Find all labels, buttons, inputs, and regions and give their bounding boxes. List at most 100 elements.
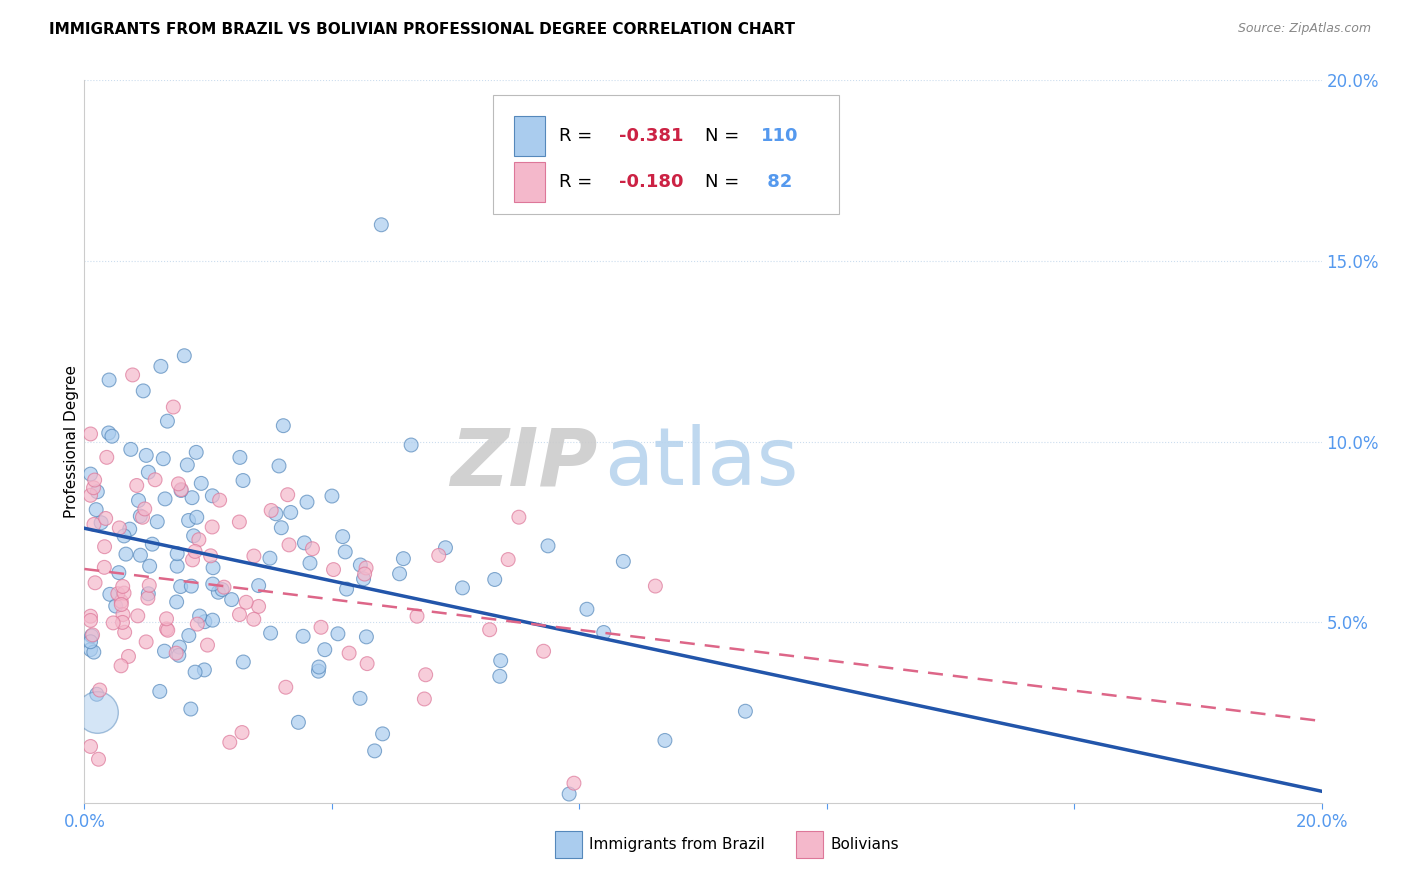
Point — [218, 735, 240, 749]
Point — [247, 578, 270, 592]
Point — [208, 493, 231, 508]
Point — [201, 520, 224, 534]
Text: 110: 110 — [761, 127, 799, 145]
Point — [322, 563, 344, 577]
Point — [96, 450, 118, 465]
Text: R =: R = — [560, 173, 599, 191]
Point — [335, 545, 357, 559]
Point — [354, 561, 377, 575]
Point — [131, 510, 153, 524]
Point — [79, 609, 101, 624]
Point — [274, 680, 297, 694]
Point — [413, 692, 436, 706]
Point — [167, 648, 190, 663]
Point — [371, 727, 394, 741]
Point — [112, 586, 135, 600]
Point — [235, 595, 257, 609]
Point — [211, 582, 233, 597]
Point — [138, 559, 160, 574]
Point — [415, 667, 437, 681]
Point — [388, 566, 411, 581]
Point — [301, 541, 323, 556]
Point — [292, 629, 315, 643]
Point — [277, 488, 299, 502]
Point — [363, 744, 385, 758]
FancyBboxPatch shape — [796, 831, 823, 858]
Point — [295, 495, 318, 509]
Point — [231, 725, 253, 739]
Text: N =: N = — [706, 127, 745, 145]
Point — [186, 445, 208, 459]
FancyBboxPatch shape — [513, 162, 544, 202]
Point — [335, 582, 357, 596]
Point — [110, 598, 132, 612]
Point — [108, 566, 131, 580]
Point — [356, 630, 378, 644]
Point — [309, 620, 332, 634]
Point — [270, 521, 292, 535]
Point — [201, 489, 224, 503]
Point — [228, 607, 250, 622]
Text: R =: R = — [560, 127, 599, 145]
Point — [86, 687, 108, 701]
Point — [181, 491, 204, 505]
Point — [110, 658, 132, 673]
Point — [228, 515, 250, 529]
Point — [370, 218, 392, 232]
Point — [120, 442, 142, 457]
Point — [166, 595, 188, 609]
Point — [98, 587, 121, 601]
Point — [212, 580, 235, 594]
Point — [127, 608, 149, 623]
Point — [278, 538, 301, 552]
Point — [111, 607, 134, 622]
Point — [134, 502, 156, 516]
Point — [356, 657, 378, 671]
Point — [267, 458, 290, 473]
Point — [83, 517, 105, 532]
Text: -0.381: -0.381 — [619, 127, 683, 145]
Point — [155, 622, 177, 636]
Point — [314, 642, 336, 657]
Point — [115, 547, 138, 561]
Point — [260, 503, 283, 517]
Point — [162, 400, 184, 414]
Point — [84, 502, 107, 516]
Point — [321, 489, 343, 503]
Point — [79, 642, 101, 657]
Point — [575, 602, 598, 616]
Point — [136, 591, 159, 606]
Point — [193, 663, 215, 677]
Point — [176, 458, 198, 472]
FancyBboxPatch shape — [513, 116, 544, 156]
Point — [135, 635, 157, 649]
Point — [259, 626, 281, 640]
Point — [326, 627, 349, 641]
Point — [111, 579, 134, 593]
Point — [280, 505, 302, 519]
Point — [734, 704, 756, 718]
Point — [259, 551, 281, 566]
Point — [79, 427, 101, 442]
Point — [104, 599, 127, 613]
Point — [243, 612, 266, 626]
Point — [114, 625, 136, 640]
Point — [83, 481, 105, 495]
Point — [98, 373, 121, 387]
Point — [135, 449, 157, 463]
Point — [94, 511, 117, 525]
Point — [654, 733, 676, 747]
Point — [308, 660, 330, 674]
Point — [184, 544, 207, 558]
Point — [155, 612, 177, 626]
Point — [166, 547, 188, 561]
Point — [188, 609, 211, 624]
Point — [533, 644, 555, 658]
Point — [353, 572, 375, 586]
Point — [108, 521, 131, 535]
Point — [294, 536, 316, 550]
Point — [451, 581, 474, 595]
Point — [149, 684, 172, 698]
Text: ZIP: ZIP — [450, 425, 598, 502]
Point — [103, 615, 125, 630]
